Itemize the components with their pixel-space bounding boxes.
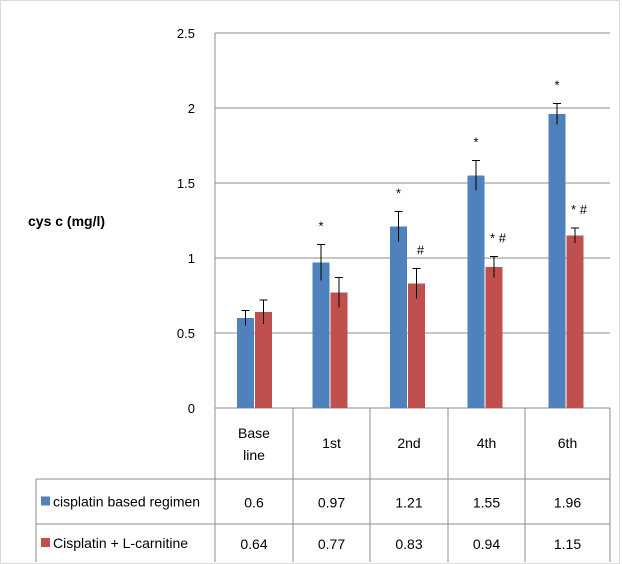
y-tick-label: 1 [188, 251, 195, 266]
data-table-cell: 0.97 [318, 495, 345, 511]
bars [237, 103, 584, 408]
category-label: 1st [322, 435, 341, 451]
legend-label: cisplatin based regimen [53, 494, 200, 510]
y-tick-label: 1.5 [177, 176, 195, 191]
data-table-cell: 1.21 [395, 495, 422, 511]
category-label: 6th [558, 435, 577, 451]
legend-swatch [41, 538, 50, 547]
y-tick-label: 2.5 [177, 26, 195, 41]
category-label: 4th [477, 435, 496, 451]
bar [237, 318, 254, 408]
labels: 0 0.5 1 1.5 2 2.5 Base line 1st 2nd 4th 6th * * * * # * #… [53, 26, 588, 552]
gridlines [214, 32, 610, 409]
data-table-cell: 0.6 [244, 495, 264, 511]
y-axis-label: cys c (mg/l) [28, 213, 105, 229]
data-table-cell: 0.77 [318, 536, 345, 552]
bar [255, 312, 272, 408]
bar [390, 226, 407, 408]
significance-marker: * [473, 135, 478, 150]
data-table-cell: 1.15 [554, 536, 581, 552]
category-label: 2nd [397, 435, 420, 451]
data-table-cell: 0.83 [395, 536, 422, 552]
data-table-cell: 0.94 [473, 536, 500, 552]
significance-marker: * [554, 78, 559, 93]
category-label: Base [238, 425, 270, 441]
significance-marker: * [318, 219, 323, 234]
legend-swatch [41, 496, 50, 506]
category-label: line [243, 447, 265, 463]
significance-marker: # [417, 243, 425, 258]
bar [485, 267, 503, 408]
legend-label: Cisplatin + L-carnitine [53, 535, 188, 551]
bar [330, 292, 348, 408]
y-tick-label: 0.5 [177, 326, 195, 341]
bar [312, 262, 330, 408]
data-table-cell: 1.55 [473, 495, 500, 511]
y-tick-label: 2 [188, 101, 195, 116]
bar [467, 175, 485, 408]
bar [566, 235, 584, 408]
bar [408, 283, 425, 408]
significance-marker: * [396, 186, 401, 201]
data-table [35, 408, 611, 562]
bar [548, 114, 566, 408]
significance-marker: * # [490, 231, 507, 246]
data-table-cell: 1.96 [554, 495, 581, 511]
data-table-cell: 0.64 [240, 536, 267, 552]
y-tick-label: 0 [188, 401, 195, 416]
significance-marker: * # [571, 202, 588, 217]
